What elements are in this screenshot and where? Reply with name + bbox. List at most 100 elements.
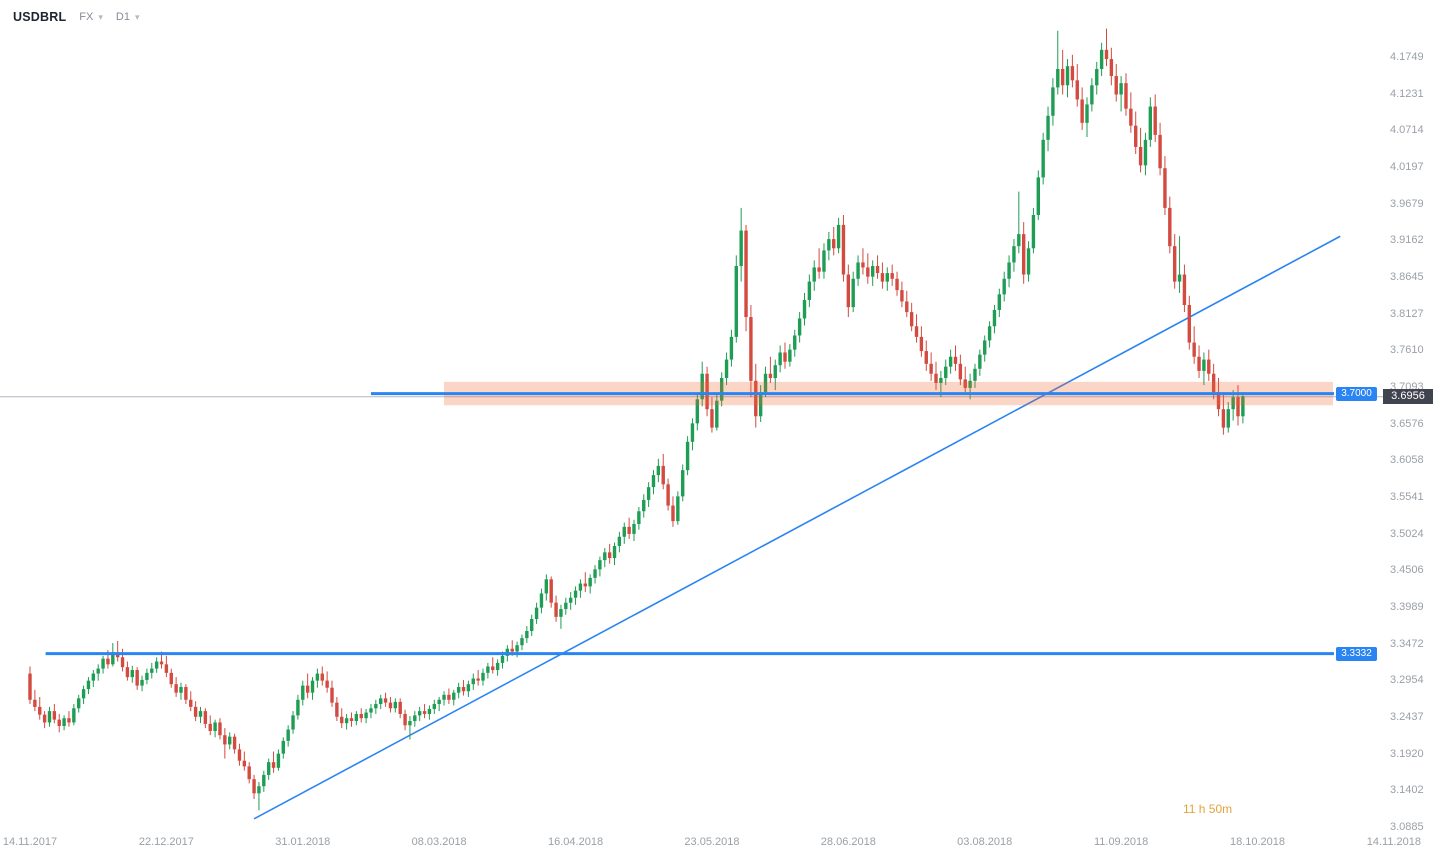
candle-body [734,266,738,337]
candle-body [1124,83,1128,109]
candle-body [822,250,826,272]
candle-body [164,664,169,673]
candle-body [72,708,76,723]
price-axis-label: 3.5024 [1390,527,1424,540]
time-axis[interactable]: 14.11.2017 22.12.2017 31.01.2018 08.03.2018… [0,833,1444,858]
candle-body [452,692,456,700]
price-axis-label: 4.0197 [1390,161,1424,173]
candle-body [232,736,237,750]
candle-body [359,713,363,719]
candle-body [739,230,743,267]
candle-body [213,722,217,731]
horizontal-line-price-badge[interactable]: 3.3332 [1336,646,1377,661]
candle-body [778,352,782,366]
candle-body [1153,106,1157,135]
candle-body [905,301,909,313]
candle-body [812,267,816,282]
candle-body [242,760,247,767]
candle-body [1163,168,1167,208]
chart-header: USDBRL FX ▾ D1 ▾ [13,9,139,25]
candle-body [836,224,841,249]
price-axis-label: 3.1402 [1390,784,1424,797]
candle-body [807,281,812,301]
candle-body [1070,66,1075,81]
candle-body [174,684,178,693]
candle-body [880,273,885,282]
price-axis[interactable]: 4.1749 4.1231 4.0714 4.0197 3.9679 3.9162 3.86… [1383,0,1444,858]
candle-body [783,352,787,362]
candle-body [276,753,281,768]
candle-body [617,536,622,546]
candle-body [997,294,1002,310]
candle-body [408,721,412,726]
candle-body [637,511,641,525]
candle-body [598,560,602,570]
price-axis-label: 3.8645 [1390,271,1424,283]
candle-body [856,262,860,279]
candle-body [500,655,505,663]
candle-body [1138,146,1143,166]
candle-body [607,552,612,559]
candle-body [534,607,539,619]
price-axis-label: 3.5541 [1390,491,1424,503]
candle-body [154,661,159,669]
candle-body [851,278,855,308]
candle-body [427,708,432,714]
candle-body [1221,409,1226,428]
time-axis-label: 03.08.2018 [957,836,1013,848]
candle-body [1046,115,1050,140]
candle-body [827,239,831,251]
candle-body [973,368,977,381]
time-axis-label: 08.03.2018 [411,836,467,848]
candle-body [593,569,597,578]
candle-body [374,704,378,709]
candle-body [271,762,276,768]
candle-body [797,318,802,336]
candle-body [656,465,661,476]
candle-body [432,704,436,709]
candle-body [1099,49,1104,69]
time-axis-label: 16.04.2018 [548,836,604,848]
candle-body [661,465,665,485]
candle-body [320,673,324,681]
timeframe-selector[interactable]: D1 ▾ [116,11,140,23]
candle-body [539,593,544,608]
candle-body [681,470,685,497]
candle-body [1075,80,1079,100]
candle-body [398,701,402,714]
market-selector[interactable]: FX ▾ [79,11,103,23]
candle-body [554,602,558,617]
trendline-drawing[interactable] [253,235,1341,820]
candle-body [642,499,646,512]
candle-body [286,729,290,741]
candle-body [710,409,714,428]
candle-body [101,658,105,669]
candle-body [1109,59,1114,77]
candle-body [52,711,57,720]
candle-body [1104,49,1109,60]
candle-body [344,718,349,724]
candle-body [471,678,475,685]
candle-body [729,336,734,360]
candle-body [442,694,446,700]
time-axis-label: 22.12.2017 [138,836,194,848]
candle-body [983,340,987,355]
candle-body [719,377,724,401]
candle-body [291,715,295,730]
candle-body [1134,125,1138,147]
candle-body [758,392,763,417]
candle-body [130,670,134,678]
candle-body [885,273,889,282]
candle-body [42,714,47,723]
candle-body [632,524,636,534]
candle-body [310,680,315,693]
candle-body [763,373,768,393]
candle-body [466,684,471,692]
candle-body [1182,274,1187,305]
candle-body [958,363,963,380]
horizontal-line-price-badge[interactable]: 3.7000 [1336,386,1377,401]
time-axis-label: 28.06.2018 [820,836,876,848]
symbol-label[interactable]: USDBRL [13,10,67,24]
candle-body [895,278,899,291]
